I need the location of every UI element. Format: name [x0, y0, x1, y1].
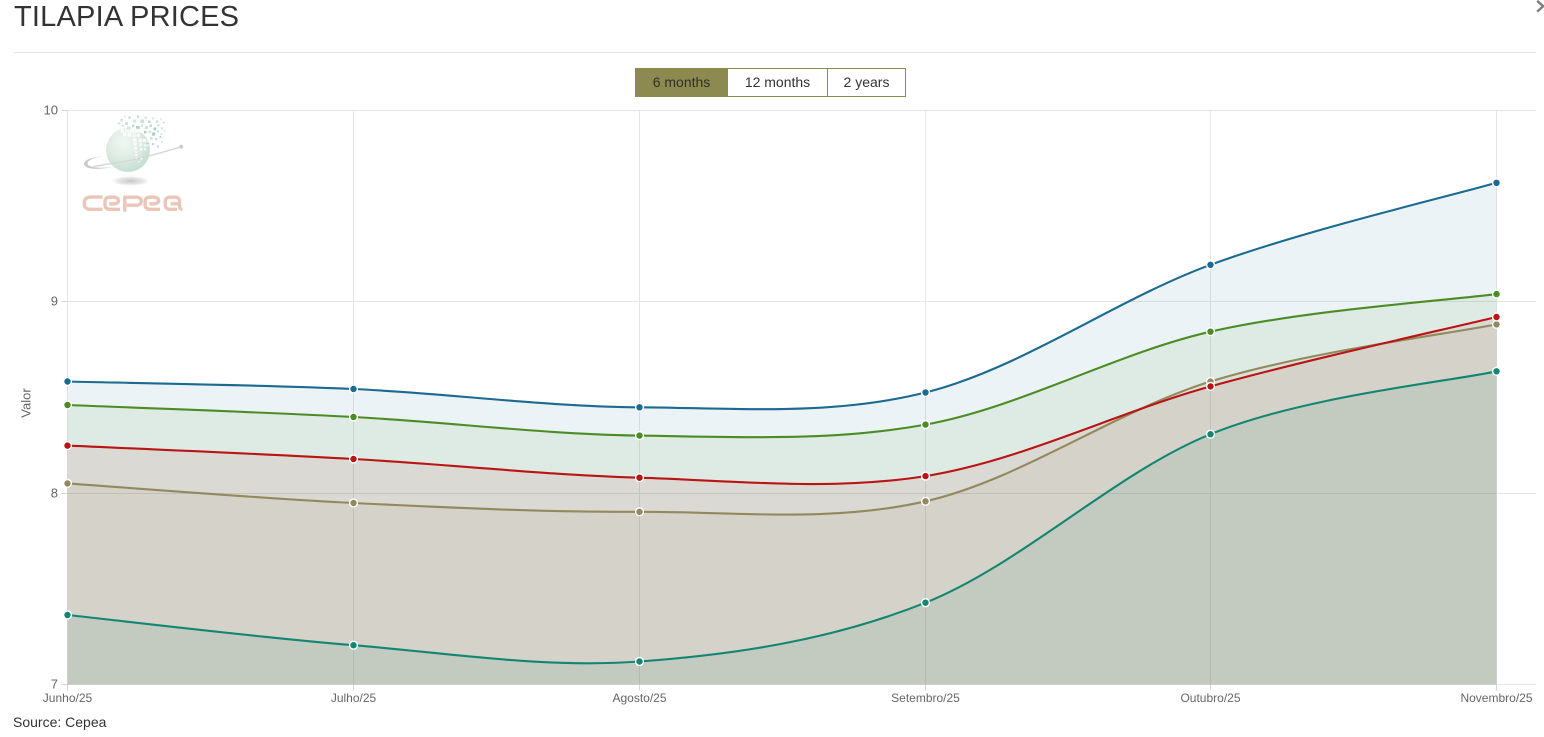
svg-text:9: 9: [51, 293, 58, 308]
svg-text:10: 10: [44, 102, 58, 117]
svg-text:Julho/25: Julho/25: [331, 691, 377, 705]
svg-text:7: 7: [51, 676, 58, 691]
svg-text:Valor: Valor: [19, 388, 34, 418]
svg-text:Novembro/25: Novembro/25: [1460, 691, 1532, 705]
svg-text:Agosto/25: Agosto/25: [612, 691, 666, 705]
svg-text:Setembro/25: Setembro/25: [891, 691, 960, 705]
svg-text:8: 8: [51, 485, 58, 500]
svg-text:Outubro/25: Outubro/25: [1180, 691, 1240, 705]
svg-text:Junho/25: Junho/25: [43, 691, 93, 705]
